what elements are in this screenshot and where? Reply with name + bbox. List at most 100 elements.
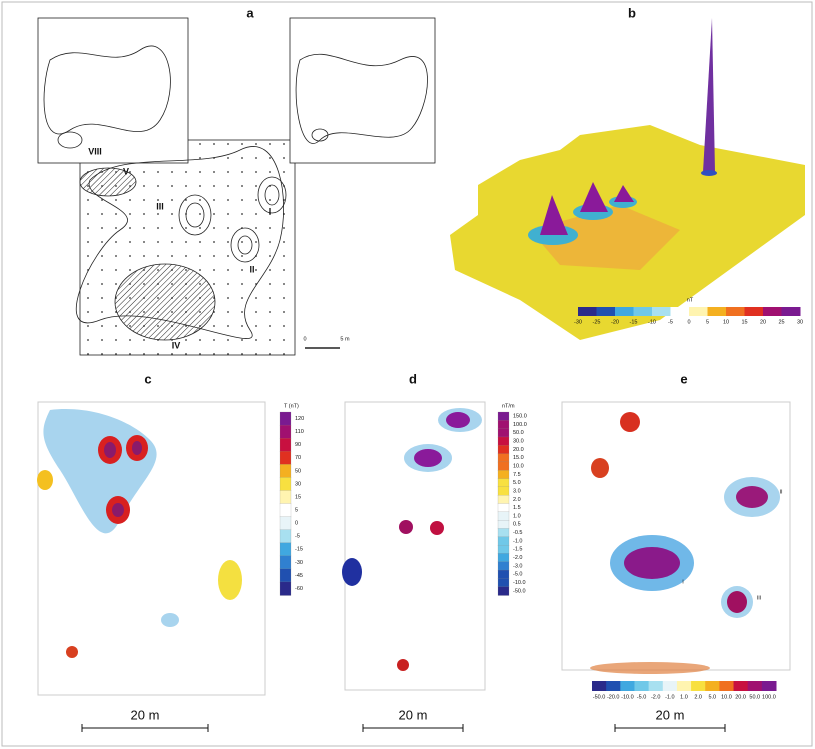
colorbar-segment bbox=[498, 553, 509, 562]
figure: abcdeVIIIVIIIIIIIV05 m-30-25-20-15-10-50… bbox=[0, 0, 815, 749]
colorbar-tick-label: -30 bbox=[295, 560, 303, 566]
colorbar-tick-label: 70 bbox=[295, 455, 301, 461]
colorbar-tick-label: 7.5 bbox=[513, 472, 521, 478]
colorbar-segment bbox=[280, 412, 291, 426]
colorbar-tick-label: 110 bbox=[295, 429, 304, 435]
colorbar-tick-label: -50.0 bbox=[593, 694, 606, 700]
scale-label: 0 bbox=[303, 336, 306, 342]
colorbar-tick-label: 20.0 bbox=[735, 694, 746, 700]
colorbar-segment bbox=[763, 307, 782, 316]
colorbar-tick-label: -5.0 bbox=[513, 572, 522, 578]
colorbar-tick-label: 5 bbox=[295, 507, 298, 513]
colorbar-segment bbox=[280, 438, 291, 452]
colorbar-segment bbox=[498, 578, 509, 587]
colorbar-tick-label: -30 bbox=[574, 319, 582, 325]
colorbar-segment bbox=[498, 412, 509, 421]
panel-label: e bbox=[680, 371, 687, 386]
colorbar-tick-label: -20 bbox=[611, 319, 619, 325]
colorbar-tick-label: 10.0 bbox=[721, 694, 732, 700]
colorbar-tick-label: -0.5 bbox=[513, 530, 522, 536]
colorbar-tick-label: -15 bbox=[630, 319, 638, 325]
colorbar-tick-label: 120 bbox=[295, 416, 304, 422]
colorbar-segment bbox=[649, 681, 664, 691]
panel-e-map bbox=[562, 402, 790, 674]
colorbar-tick-label: 50.0 bbox=[749, 694, 760, 700]
colorbar-segment bbox=[606, 681, 621, 691]
colorbar-segment bbox=[689, 307, 708, 316]
colorbar-tick-label: 0 bbox=[687, 319, 690, 325]
panel-d-map bbox=[342, 402, 485, 690]
colorbar-segment bbox=[280, 490, 291, 504]
colorbar-segment bbox=[498, 528, 509, 537]
colorbar-segment bbox=[592, 681, 607, 691]
colorbar-segment bbox=[498, 495, 509, 504]
colorbar-segment bbox=[280, 517, 291, 531]
colorbar-tick-label: -2.0 bbox=[651, 694, 660, 700]
colorbar-tick-label: -3.0 bbox=[513, 563, 522, 569]
scale-label: 5 m bbox=[340, 336, 350, 342]
panel-c-map bbox=[37, 402, 265, 695]
colorbar-tick-label: -1.5 bbox=[513, 547, 522, 553]
colorbar-tick-label: 5.0 bbox=[708, 694, 716, 700]
colorbar-segment bbox=[719, 681, 734, 691]
colorbar-segment bbox=[498, 512, 509, 521]
colorbar-segment bbox=[745, 307, 764, 316]
colorbar-segment bbox=[280, 582, 291, 596]
colorbar-segment bbox=[597, 307, 616, 316]
colorbar-segment bbox=[498, 520, 509, 529]
colorbar-tick-label: 30.0 bbox=[513, 439, 524, 445]
colorbar-tick-label: 1.0 bbox=[680, 694, 688, 700]
colorbar-segment bbox=[498, 454, 509, 463]
colorbar-tick-label: -60 bbox=[295, 586, 303, 592]
colorbar-tick-label: 25 bbox=[778, 319, 784, 325]
colorbar-segment bbox=[498, 479, 509, 488]
map-annotation: III bbox=[156, 201, 164, 211]
panel-label: b bbox=[628, 5, 636, 20]
colorbar-tick-label: -15 bbox=[295, 547, 303, 553]
colorbar-segment bbox=[498, 437, 509, 446]
scale-label: 20 m bbox=[399, 707, 428, 722]
map-annotation: VIII bbox=[88, 146, 102, 156]
colorbar-tick-label: 100.0 bbox=[513, 422, 527, 428]
colorbar-segment bbox=[280, 543, 291, 557]
map-annotation: II bbox=[779, 489, 783, 495]
colorbar-tick-label: 50 bbox=[295, 468, 301, 474]
colorbar-tick-label: 10 bbox=[723, 319, 729, 325]
scale-label: 20 m bbox=[131, 707, 160, 722]
colorbar-tick-label: -20.0 bbox=[607, 694, 620, 700]
colorbar-segment bbox=[782, 307, 801, 316]
colorbar-tick-label: -50.0 bbox=[513, 588, 526, 594]
colorbar-tick-label: 3.0 bbox=[513, 488, 521, 494]
colorbar-segment bbox=[498, 545, 509, 554]
colorbar-segment bbox=[498, 570, 509, 579]
colorbar-segment bbox=[280, 425, 291, 439]
colorbar-segment bbox=[498, 487, 509, 496]
colorbar-tick-label: -25 bbox=[593, 319, 601, 325]
colorbar-segment bbox=[726, 307, 745, 316]
colorbar-segment bbox=[677, 681, 692, 691]
colorbar-tick-label: 20 bbox=[760, 319, 766, 325]
colorbar-tick-label: 20.0 bbox=[513, 447, 524, 453]
colorbar-segment bbox=[734, 681, 749, 691]
colorbar-tick-label: -10.0 bbox=[513, 580, 526, 586]
colorbar-tick-label: 50.0 bbox=[513, 430, 524, 436]
colorbar-tick-label: 30 bbox=[295, 481, 301, 487]
colorbar-unit: nT/m bbox=[502, 403, 515, 409]
colorbar-tick-label: 15 bbox=[295, 494, 301, 500]
colorbar-tick-label: 1.0 bbox=[513, 513, 521, 519]
colorbar-unit: T (nT) bbox=[284, 403, 299, 409]
colorbar-segment bbox=[671, 307, 690, 316]
colorbar-tick-label: 100.0 bbox=[762, 694, 776, 700]
colorbar-tick-label: -5 bbox=[295, 534, 300, 540]
colorbar-tick-label: -10.0 bbox=[621, 694, 634, 700]
panel-label: a bbox=[246, 5, 254, 20]
colorbar-tick-label: 15.0 bbox=[513, 455, 524, 461]
colorbar-segment bbox=[498, 587, 509, 596]
colorbar-tick-label: 30 bbox=[797, 319, 803, 325]
colorbar-tick-label: 5.0 bbox=[513, 480, 521, 486]
colorbar-segment bbox=[280, 556, 291, 570]
colorbar-segment bbox=[498, 429, 509, 438]
colorbar-segment bbox=[280, 451, 291, 465]
colorbar-segment bbox=[634, 681, 649, 691]
map-annotation: II bbox=[249, 264, 254, 274]
